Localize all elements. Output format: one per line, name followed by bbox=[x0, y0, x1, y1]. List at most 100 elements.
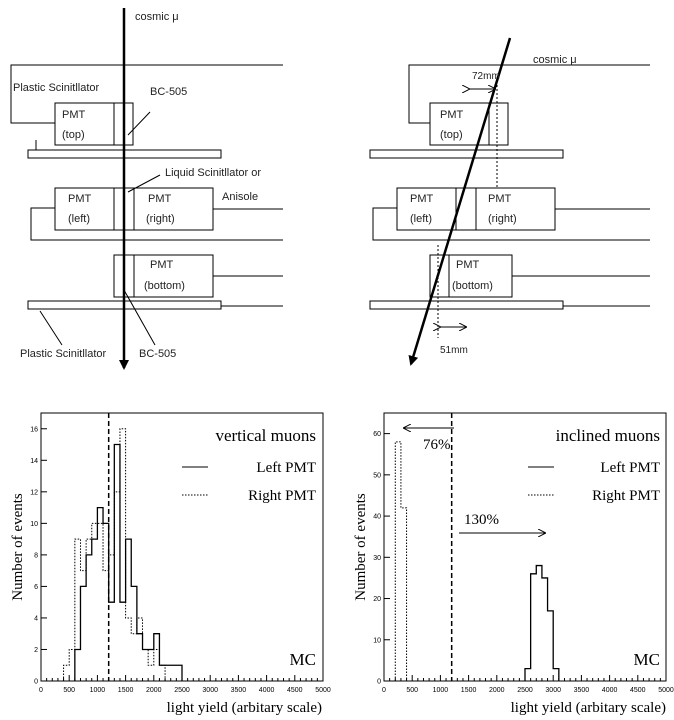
plot-frame bbox=[383, 412, 667, 682]
pmt-right-text: PMT bbox=[148, 193, 172, 205]
pmt-top-subtext-right: (top) bbox=[440, 129, 463, 141]
histogram-inclined-muons: 0 500 1000 1500 2000 2500 3000 3500 4000 4500 5000… bbox=[353, 412, 674, 716]
setup-right bbox=[369, 37, 650, 366]
x-tick-label: 1000 bbox=[433, 687, 449, 694]
y-tick-label: 12 bbox=[30, 489, 38, 496]
liquid-label: Liquid Scinitllator or bbox=[165, 167, 261, 179]
pmt-bottom-text-right: PMT bbox=[456, 259, 480, 271]
x-tick-label: 5000 bbox=[315, 687, 331, 694]
series-left-pmt bbox=[74, 443, 183, 681]
y-tick-label: 10 bbox=[373, 637, 381, 644]
legend: Left PMT Right PMT bbox=[182, 460, 316, 504]
y-tick-label: 20 bbox=[373, 596, 381, 603]
x-tick-label: 1500 bbox=[118, 687, 134, 694]
histogram-vertical-muons: 0 500 1000 1500 2000 2500 3000 3500 4000 4500 5000… bbox=[10, 412, 331, 716]
pmt-right-subtext-right: (right) bbox=[488, 213, 517, 225]
pmt-right-text-right: PMT bbox=[488, 193, 512, 205]
x-tick-label: 3500 bbox=[231, 687, 247, 694]
pmt-right-subtext: (right) bbox=[146, 213, 175, 225]
x-tick-label: 500 bbox=[406, 687, 418, 694]
dist-top-label: 72mm bbox=[472, 71, 500, 82]
y-axis-label: Number of events bbox=[10, 493, 26, 601]
x-tick-label: 1500 bbox=[461, 687, 477, 694]
y-tick-label: 16 bbox=[30, 426, 38, 433]
plot-frame bbox=[40, 412, 324, 682]
x-tick-label: 0 bbox=[39, 687, 43, 694]
x-tick-label: 3500 bbox=[574, 687, 590, 694]
legend: Left PMT Right PMT bbox=[528, 460, 660, 504]
anisole-label: Anisole bbox=[222, 191, 258, 203]
legend-right-pmt: Right PMT bbox=[592, 488, 660, 504]
x-tick-label: 4000 bbox=[259, 687, 275, 694]
pmt-bottom-left-setup bbox=[113, 254, 214, 298]
x-tick-label: 4500 bbox=[630, 687, 646, 694]
x-tick-label: 2000 bbox=[489, 687, 505, 694]
legend-left-pmt: Left PMT bbox=[600, 460, 660, 476]
x-tick-label: 4000 bbox=[602, 687, 618, 694]
y-tick-label: 6 bbox=[34, 584, 38, 591]
y-tick-label: 8 bbox=[34, 552, 38, 559]
chart-title: inclined muons bbox=[556, 426, 660, 445]
y-tick-label: 60 bbox=[373, 431, 381, 438]
y-tick-label: 2 bbox=[34, 647, 38, 654]
x-tick-label: 500 bbox=[63, 687, 75, 694]
pmt-left-subtext-right: (left) bbox=[410, 213, 432, 225]
pmt-top-left-setup bbox=[54, 102, 134, 146]
muon-label-right: cosmic μ bbox=[533, 54, 577, 66]
mc-tag: MC bbox=[634, 650, 660, 669]
pmt-top-text: PMT bbox=[62, 109, 86, 121]
bc505-label-bottom: BC-505 bbox=[139, 348, 176, 360]
pmt-bottom-right-setup bbox=[429, 254, 513, 298]
x-tick-label: 5000 bbox=[658, 687, 674, 694]
pmt-top-subtext: (top) bbox=[62, 129, 85, 141]
y-tick-label: 0 bbox=[377, 679, 381, 686]
pmt-bottom-text: PMT bbox=[150, 259, 174, 271]
top-bracket-right bbox=[408, 64, 650, 124]
mc-tag: MC bbox=[290, 650, 316, 669]
y-axis-label: Number of events bbox=[353, 493, 369, 601]
series-left-pmt bbox=[524, 564, 560, 681]
x-tick-label: 1000 bbox=[90, 687, 106, 694]
series-right-pmt bbox=[63, 428, 166, 681]
x-tick-label: 3000 bbox=[545, 687, 561, 694]
x-tick-label: 2500 bbox=[517, 687, 533, 694]
muon-track-inclined bbox=[408, 37, 512, 366]
annotation-130pct: 130% bbox=[464, 512, 499, 528]
x-axis-label: light yield (arbitary scale) bbox=[511, 700, 666, 716]
pmt-top-right-setup bbox=[429, 102, 509, 146]
top-bracket bbox=[10, 64, 283, 124]
chart-title: vertical muons bbox=[215, 426, 316, 445]
pmt-left-text-right: PMT bbox=[410, 193, 434, 205]
bc505-label-top: BC-505 bbox=[150, 86, 187, 98]
y-tick-label: 4 bbox=[34, 615, 38, 622]
middle-bracket bbox=[30, 207, 283, 241]
pmt-left-text: PMT bbox=[68, 193, 92, 205]
x-tick-label: 0 bbox=[382, 687, 386, 694]
muon-label: cosmic μ bbox=[135, 11, 179, 23]
y-tick-label: 30 bbox=[373, 555, 381, 562]
pmt-top-text-right: PMT bbox=[440, 109, 464, 121]
dist-bottom-label: 51mm bbox=[440, 345, 468, 356]
pmt-bottom-subtext-right: (bottom) bbox=[452, 280, 493, 292]
y-tick-label: 50 bbox=[373, 472, 381, 479]
plastic-scintillator-bottom-right bbox=[369, 300, 564, 310]
plastic-label-top: Plastic Scinitllator bbox=[13, 82, 100, 94]
legend-right-pmt: Right PMT bbox=[248, 488, 316, 504]
x-tick-label: 2000 bbox=[146, 687, 162, 694]
x-axis-label: light yield (arbitary scale) bbox=[167, 700, 322, 716]
legend-left-pmt: Left PMT bbox=[256, 460, 316, 476]
plastic-scintillator-top-right bbox=[369, 149, 564, 159]
x-tick-label: 3000 bbox=[202, 687, 218, 694]
setup-left bbox=[10, 8, 283, 370]
y-tick-label: 40 bbox=[373, 514, 381, 521]
y-tick-label: 10 bbox=[30, 521, 38, 528]
pmt-bottom-subtext: (bottom) bbox=[144, 280, 185, 292]
pmt-left-subtext: (left) bbox=[68, 213, 90, 225]
y-tick-label: 0 bbox=[34, 679, 38, 686]
x-tick-label: 4500 bbox=[287, 687, 303, 694]
x-tick-label: 2500 bbox=[174, 687, 190, 694]
annotation-76pct: 76% bbox=[423, 437, 451, 453]
series-right-pmt bbox=[394, 441, 408, 681]
plastic-label-bottom: Plastic Scinitllator bbox=[20, 348, 107, 360]
